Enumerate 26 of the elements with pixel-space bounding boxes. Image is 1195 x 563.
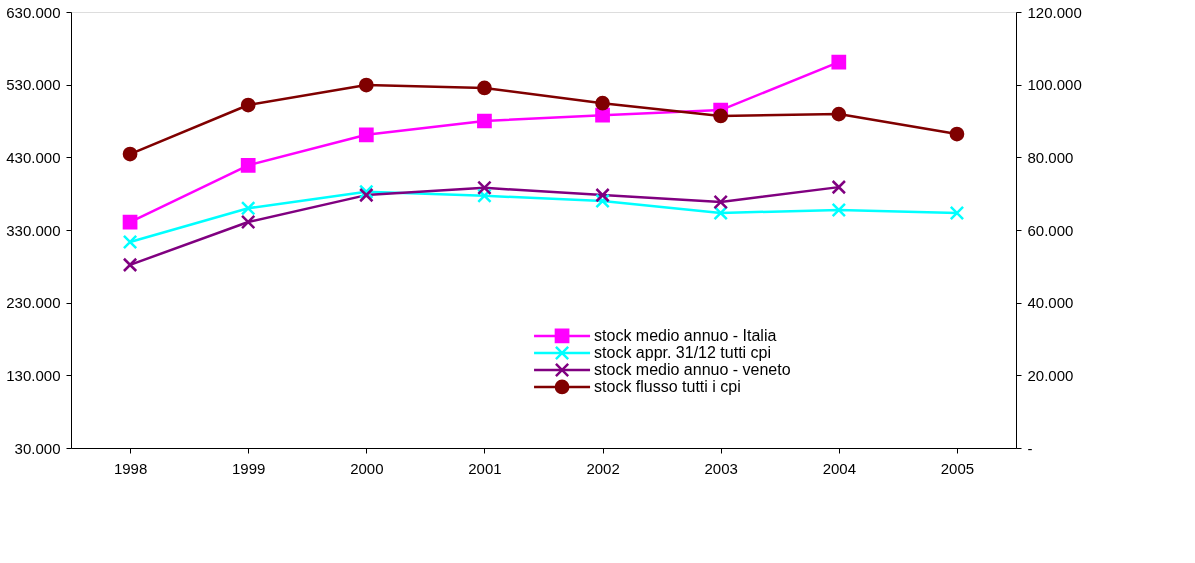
legend-label: stock medio annuo - Italia — [594, 326, 777, 344]
legend-label: stock medio annuo - veneto — [594, 360, 791, 378]
y2-tick-label: - — [1027, 439, 1033, 457]
y-tick-label: 330.000 — [6, 221, 61, 239]
y-tick-label: 30.000 — [14, 439, 61, 457]
y-tick-label: 130.000 — [6, 366, 61, 384]
y2-tick-label: 20.000 — [1027, 366, 1074, 384]
y2-tick-label: 120.000 — [1027, 3, 1082, 21]
y-tick-label: 530.000 — [6, 76, 61, 94]
x-tick-label: 1999 — [232, 459, 266, 477]
y2-tick-label: 100.000 — [1027, 76, 1082, 94]
x-tick-label: 2005 — [940, 459, 975, 477]
x-tick-label: 2001 — [468, 459, 502, 477]
x-tick-label: 2004 — [822, 459, 856, 477]
y-tick-label: 630.000 — [6, 3, 61, 21]
legend-label: stock appr. 31/12 tutti cpi — [594, 343, 772, 361]
x-tick-label: 2000 — [350, 459, 384, 477]
x-tick-label: 1998 — [113, 459, 148, 477]
x-tick-label: 2003 — [704, 459, 738, 477]
legend-label: stock flusso tutti i cpi — [594, 377, 741, 395]
y-tick-label: 230.000 — [6, 294, 61, 312]
y2-tick-label: 60.000 — [1027, 221, 1074, 239]
y-tick-label: 430.000 — [6, 148, 61, 166]
y2-tick-label: 40.000 — [1027, 294, 1074, 312]
y2-tick-label: 80.000 — [1027, 148, 1074, 166]
x-tick-label: 2002 — [586, 459, 620, 477]
